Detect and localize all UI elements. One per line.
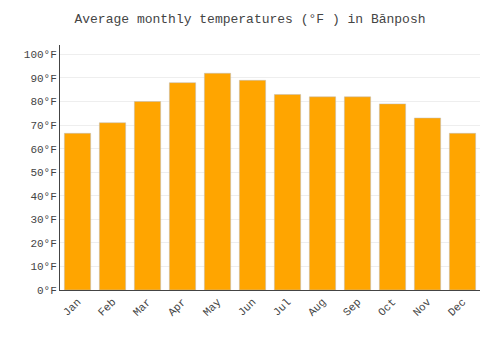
svg-text:10°F: 10°F [30, 261, 56, 273]
svg-text:Nov: Nov [411, 296, 434, 319]
svg-text:80°F: 80°F [30, 96, 56, 108]
svg-text:Jul: Jul [271, 296, 293, 318]
svg-text:Dec: Dec [446, 296, 468, 318]
svg-text:70°F: 70°F [30, 120, 56, 132]
svg-text:Sep: Sep [341, 296, 363, 318]
svg-text:90°F: 90°F [30, 73, 56, 85]
svg-text:30°F: 30°F [30, 214, 56, 226]
svg-text:40°F: 40°F [30, 191, 56, 203]
svg-text:0°F: 0°F [37, 285, 57, 297]
svg-text:60°F: 60°F [30, 144, 56, 156]
svg-text:Oct: Oct [376, 296, 398, 318]
svg-text:100°F: 100°F [24, 49, 57, 61]
svg-text:Apr: Apr [166, 296, 188, 318]
svg-text:Mar: Mar [131, 296, 153, 318]
svg-text:Feb: Feb [96, 296, 118, 318]
svg-text:50°F: 50°F [30, 167, 56, 179]
svg-text:May: May [201, 296, 224, 319]
svg-text:Aug: Aug [306, 296, 328, 318]
svg-text:Average monthly temperatures (: Average monthly temperatures (°F ) in Bā… [74, 12, 425, 27]
svg-text:20°F: 20°F [30, 238, 56, 250]
svg-text:Jan: Jan [61, 296, 83, 318]
svg-text:Jun: Jun [236, 296, 258, 318]
